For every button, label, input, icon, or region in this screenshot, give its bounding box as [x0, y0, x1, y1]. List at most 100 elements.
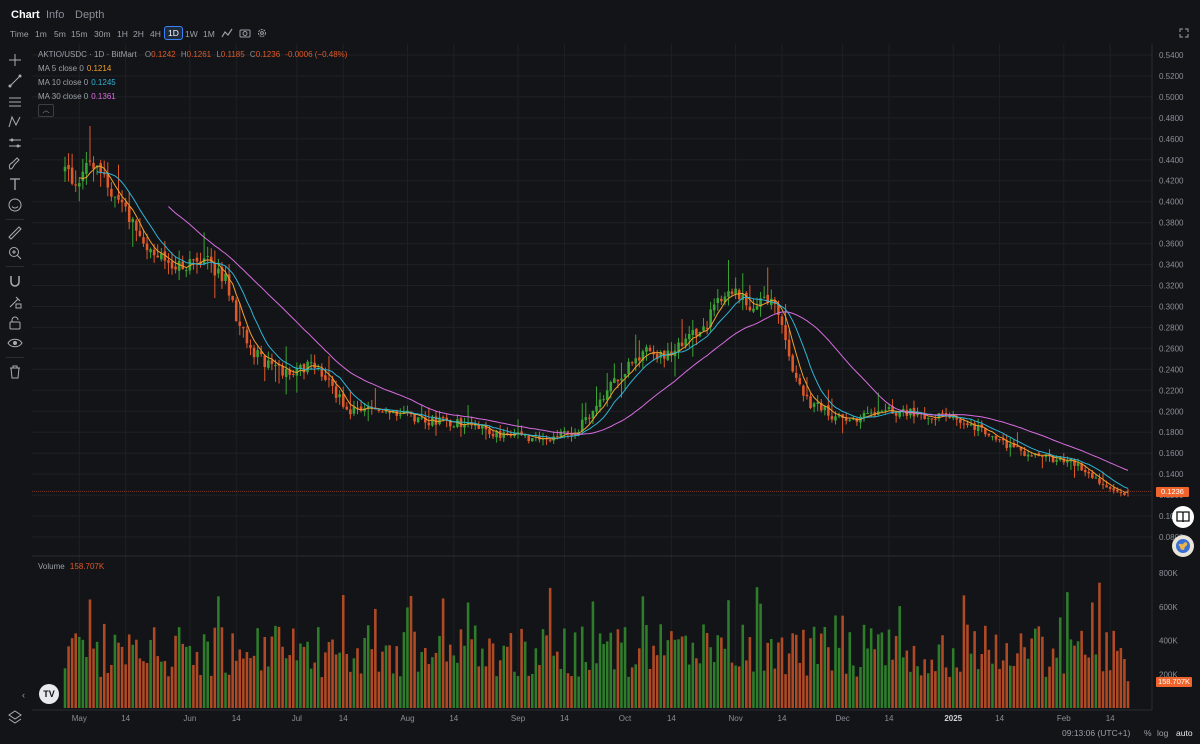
timeframe-1w[interactable]: 1W: [185, 29, 198, 39]
time-tick-label: Sep: [511, 714, 526, 723]
volume-bar: [670, 631, 673, 708]
volume-bar: [184, 646, 188, 708]
volume-tick-label: 800K: [1159, 569, 1178, 578]
globe-button[interactable]: [1172, 535, 1194, 557]
volume-bar: [712, 662, 716, 708]
timeframe-1d[interactable]: 1D: [164, 26, 183, 40]
settings-icon[interactable]: [256, 27, 268, 39]
candle-body: [502, 432, 506, 438]
lock-drawing-icon[interactable]: [7, 294, 23, 310]
candle-body: [812, 403, 816, 407]
candle-body: [516, 432, 520, 434]
candle-body: [1123, 492, 1126, 495]
candle-body: [306, 361, 309, 373]
auto-toggle[interactable]: auto: [1176, 728, 1193, 738]
collapse-panel-button[interactable]: ‹: [22, 690, 25, 700]
eye-icon[interactable]: [7, 335, 23, 351]
candle-body: [670, 351, 673, 355]
last-volume-tag: 158.707K: [1156, 677, 1192, 687]
camera-icon[interactable]: [239, 27, 251, 39]
emoji-icon[interactable]: [7, 197, 23, 213]
candle-body: [998, 439, 1001, 441]
volume-bar: [748, 637, 752, 708]
volume-bar: [973, 631, 976, 708]
candle-body: [256, 350, 259, 358]
candle-body: [591, 410, 595, 419]
volume-bar: [238, 649, 242, 708]
volume-bar: [745, 660, 748, 708]
volume-bar: [349, 671, 352, 708]
timeframe-5m[interactable]: 5m: [54, 29, 66, 39]
volume-bar: [787, 653, 791, 708]
volume-bar: [1116, 650, 1119, 708]
timeframe-time[interactable]: Time: [10, 29, 29, 39]
indicator-icon[interactable]: [221, 27, 233, 39]
volume-bar: [791, 633, 794, 708]
candle-body: [584, 417, 588, 421]
percent-toggle[interactable]: %: [1144, 728, 1152, 738]
legend-collapse-button[interactable]: ︿: [38, 104, 54, 117]
timeframe-2h[interactable]: 2H: [133, 29, 144, 39]
tradingview-logo-icon[interactable]: TV: [39, 684, 59, 704]
candle-body: [356, 407, 359, 409]
volume-bar: [1094, 654, 1098, 708]
pattern-icon[interactable]: [7, 114, 23, 130]
price-tick-label: 0.0800: [1159, 533, 1184, 542]
volume-bar: [716, 635, 720, 708]
volume-bar: [384, 645, 388, 708]
timeframe-30m[interactable]: 30m: [94, 29, 111, 39]
ma30-label: MA 30 close 0: [38, 92, 89, 101]
legend-ma10: MA 10 close 0 0.1245: [38, 78, 116, 87]
tab-chart[interactable]: Chart: [11, 9, 40, 21]
price-tick-label: 0.3400: [1159, 261, 1184, 270]
volume-bar: [77, 636, 81, 708]
lock-icon[interactable]: [7, 315, 23, 331]
book-button[interactable]: [1172, 506, 1194, 528]
volume-bar: [923, 659, 926, 708]
volume-bar: [730, 662, 734, 708]
timeframe-4h[interactable]: 4H: [150, 29, 161, 39]
candle-body: [730, 291, 734, 294]
volume-bar: [431, 657, 434, 708]
brush-icon[interactable]: [7, 156, 23, 172]
layers-icon[interactable]: [7, 709, 23, 725]
volume-bar: [1055, 657, 1058, 708]
timeframe-1m[interactable]: 1m: [35, 29, 47, 39]
crosshair-icon[interactable]: [7, 52, 23, 68]
volume-bar: [1030, 638, 1033, 708]
tab-depth[interactable]: Depth: [75, 9, 105, 21]
ruler-icon[interactable]: [7, 225, 23, 241]
trendline-icon[interactable]: [7, 73, 23, 89]
volume-bar: [192, 664, 195, 708]
fib-icon[interactable]: [7, 94, 23, 110]
candle-body: [1091, 472, 1094, 478]
timeframe-1h[interactable]: 1H: [117, 29, 128, 39]
volume-bar: [755, 587, 759, 708]
candle-body: [341, 393, 345, 407]
zoom-in-icon[interactable]: [7, 245, 23, 261]
candle-body: [267, 360, 270, 368]
candle-body: [416, 417, 420, 423]
volume-bar: [944, 667, 948, 708]
price-tick-label: 0.2800: [1159, 323, 1184, 332]
volume-bar: [163, 661, 167, 708]
fullscreen-icon[interactable]: [1178, 27, 1190, 39]
timeframe-15m[interactable]: 15m: [71, 29, 88, 39]
volume-bar: [901, 657, 905, 708]
volume-bar: [174, 635, 177, 708]
price-tick-label: 0.4600: [1159, 135, 1184, 144]
volume-bar: [827, 647, 830, 708]
timeframe-1mo[interactable]: 1M: [203, 29, 215, 39]
tab-info[interactable]: Info: [46, 9, 65, 21]
volume-bar: [698, 663, 702, 708]
volume-bar: [798, 662, 802, 708]
trash-icon[interactable]: [7, 364, 23, 380]
candle-body: [220, 267, 224, 282]
log-toggle[interactable]: log: [1157, 728, 1169, 738]
measure-lines-icon[interactable]: [7, 135, 23, 151]
candle-body: [1066, 460, 1069, 463]
text-icon[interactable]: [7, 176, 23, 192]
magnet-icon[interactable]: [7, 273, 23, 289]
volume-axis: 800K 600K 400K 200K: [1159, 569, 1178, 679]
